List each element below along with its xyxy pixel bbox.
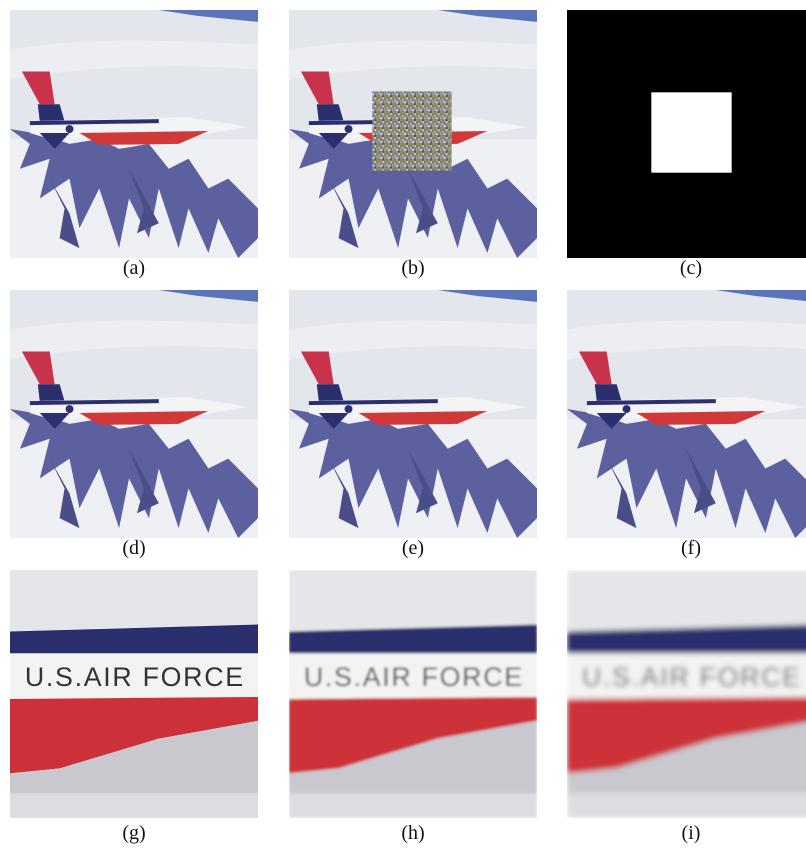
caption: (h) [289, 822, 537, 845]
caption: (a) [10, 257, 258, 280]
fuselage-text: U.S.AIR FORCE [25, 662, 243, 692]
mask-hole [651, 92, 731, 172]
caption: (i) [567, 822, 806, 845]
zoom-panel: U.S.AIR FORCE [567, 570, 806, 818]
fuselage-text: U.S.AIR FORCE [582, 662, 800, 692]
caption: (b) [289, 257, 537, 280]
noise-block [372, 91, 451, 170]
image-panel [289, 10, 537, 258]
figure: {"panels": [ {"caption": "(a)"}, {"capti… [0, 0, 806, 853]
image-panel [10, 290, 258, 538]
zoom-panel: U.S.AIR FORCE [289, 570, 537, 818]
image-panel [10, 10, 258, 258]
zoom-panel: U.S.AIR FORCE [10, 570, 258, 818]
caption: (e) [289, 537, 537, 560]
image-panel [289, 290, 537, 538]
fuselage-text: U.S.AIR FORCE [304, 662, 522, 692]
image-panel [567, 290, 806, 538]
caption: (d) [10, 537, 258, 560]
caption: (c) [567, 257, 806, 280]
caption: (f) [567, 537, 806, 560]
caption: (g) [10, 822, 258, 845]
mask-panel [567, 10, 806, 258]
